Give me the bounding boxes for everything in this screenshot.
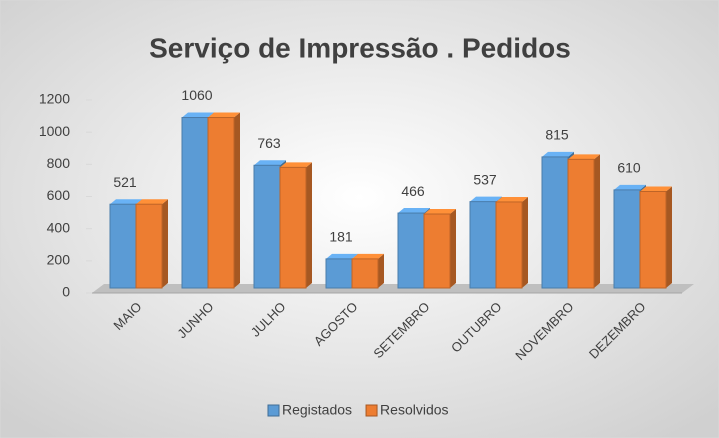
y-tick-label: 1000 xyxy=(39,123,70,139)
y-tick-label: 400 xyxy=(47,219,71,235)
bar xyxy=(109,203,137,289)
bar-top xyxy=(424,209,456,215)
chart-title: Serviço de Impressão . Pedidos xyxy=(149,32,571,63)
data-label: 1060 xyxy=(181,87,212,103)
bar-top xyxy=(254,160,286,166)
bar-top xyxy=(280,162,312,168)
y-tick-label: 200 xyxy=(47,252,71,268)
bar xyxy=(181,117,209,289)
bar-top xyxy=(496,196,528,202)
bar-top xyxy=(542,151,574,157)
bar xyxy=(325,258,353,289)
bar xyxy=(469,201,497,289)
legend-swatch xyxy=(267,404,280,417)
bar xyxy=(495,201,523,289)
bar-side xyxy=(306,162,312,288)
data-label: 537 xyxy=(473,171,497,187)
data-label: 763 xyxy=(257,135,281,151)
data-label: 521 xyxy=(113,174,137,190)
bar-top xyxy=(208,112,240,118)
bar xyxy=(135,203,163,289)
bar-top xyxy=(640,186,672,192)
bar-top xyxy=(352,253,384,259)
legend-label: Resolvidos xyxy=(380,402,448,418)
bar xyxy=(253,164,281,289)
y-tick-label: 1200 xyxy=(39,91,70,107)
bar xyxy=(351,258,379,289)
bar-side xyxy=(234,112,240,289)
bar-top xyxy=(182,112,214,118)
bar-top xyxy=(110,199,142,205)
y-tick-label: 600 xyxy=(47,187,71,203)
data-label: 815 xyxy=(545,127,569,143)
bar-side xyxy=(162,199,168,288)
bar-top xyxy=(614,184,646,190)
bar-side xyxy=(594,154,600,288)
data-label: 610 xyxy=(617,160,641,176)
bar xyxy=(567,158,595,289)
data-label: 466 xyxy=(401,183,425,199)
legend-label: Registados xyxy=(282,402,352,418)
bar-side xyxy=(378,253,384,288)
y-tick-label: 0 xyxy=(62,284,70,300)
y-tick-label: 800 xyxy=(47,155,71,171)
bar-top xyxy=(398,208,430,214)
bar-top xyxy=(470,196,502,202)
bar-side xyxy=(450,209,456,288)
bar-side xyxy=(666,186,672,288)
legend-swatch xyxy=(365,404,378,417)
bar-top xyxy=(326,253,358,259)
bar xyxy=(279,166,307,289)
bar xyxy=(397,212,425,289)
bar xyxy=(207,117,235,289)
bar xyxy=(423,213,451,289)
data-label: 181 xyxy=(329,229,353,245)
bar-top xyxy=(568,154,600,160)
bar xyxy=(639,191,667,289)
bar-top xyxy=(136,199,168,205)
bar xyxy=(541,156,569,289)
bar xyxy=(613,189,641,289)
bar-side xyxy=(522,196,528,288)
